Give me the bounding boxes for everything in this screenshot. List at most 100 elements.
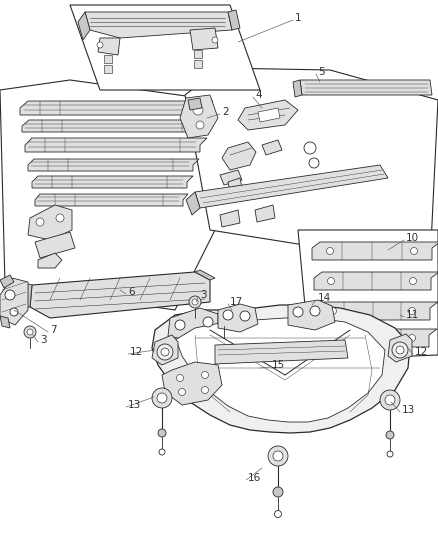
- Circle shape: [159, 449, 165, 455]
- Circle shape: [310, 306, 320, 316]
- Circle shape: [177, 375, 184, 382]
- Polygon shape: [298, 230, 438, 360]
- Circle shape: [268, 446, 288, 466]
- Polygon shape: [20, 282, 32, 308]
- Circle shape: [201, 372, 208, 378]
- Polygon shape: [222, 142, 256, 170]
- Circle shape: [152, 388, 172, 408]
- Polygon shape: [318, 329, 437, 347]
- Text: 10: 10: [406, 233, 419, 243]
- Text: 17: 17: [230, 297, 243, 307]
- Polygon shape: [194, 50, 202, 58]
- Circle shape: [223, 310, 233, 320]
- Circle shape: [157, 344, 173, 360]
- Text: 4: 4: [255, 90, 261, 100]
- Polygon shape: [316, 302, 438, 320]
- Circle shape: [273, 487, 283, 497]
- Text: 7: 7: [50, 325, 57, 335]
- Circle shape: [27, 329, 33, 335]
- Polygon shape: [314, 272, 438, 290]
- Circle shape: [409, 308, 416, 314]
- Polygon shape: [38, 253, 62, 268]
- Text: 12: 12: [415, 347, 428, 357]
- Circle shape: [201, 386, 208, 393]
- Text: 3: 3: [40, 335, 46, 345]
- Polygon shape: [195, 165, 388, 208]
- Circle shape: [328, 278, 335, 285]
- Circle shape: [56, 214, 64, 222]
- Text: 13: 13: [128, 400, 141, 410]
- Polygon shape: [255, 205, 275, 222]
- Text: 5: 5: [318, 67, 325, 77]
- Circle shape: [97, 42, 103, 48]
- Polygon shape: [35, 232, 75, 258]
- Circle shape: [410, 278, 417, 285]
- Circle shape: [24, 326, 36, 338]
- Circle shape: [387, 451, 393, 457]
- Polygon shape: [220, 210, 240, 227]
- Polygon shape: [152, 305, 410, 433]
- Polygon shape: [98, 38, 120, 55]
- Polygon shape: [78, 12, 90, 40]
- Circle shape: [309, 158, 319, 168]
- Polygon shape: [104, 55, 112, 63]
- Circle shape: [275, 511, 282, 518]
- Polygon shape: [228, 178, 242, 192]
- Circle shape: [386, 431, 394, 439]
- Circle shape: [385, 395, 395, 405]
- Circle shape: [10, 308, 18, 316]
- Polygon shape: [30, 272, 210, 318]
- Text: 3: 3: [200, 290, 207, 300]
- Polygon shape: [186, 192, 200, 215]
- Polygon shape: [288, 300, 335, 330]
- Polygon shape: [215, 340, 348, 364]
- Polygon shape: [152, 335, 178, 365]
- Circle shape: [409, 335, 416, 342]
- Text: 12: 12: [130, 347, 143, 357]
- Circle shape: [175, 320, 185, 330]
- Circle shape: [189, 296, 201, 308]
- Circle shape: [158, 429, 166, 437]
- Polygon shape: [25, 138, 207, 152]
- Circle shape: [179, 389, 186, 395]
- Polygon shape: [293, 80, 302, 97]
- Polygon shape: [0, 275, 14, 288]
- Circle shape: [410, 247, 417, 254]
- Text: 15: 15: [272, 360, 285, 370]
- Polygon shape: [300, 80, 432, 95]
- Polygon shape: [218, 304, 258, 332]
- Polygon shape: [258, 108, 280, 122]
- Polygon shape: [28, 159, 199, 171]
- Circle shape: [240, 311, 250, 321]
- Polygon shape: [0, 278, 28, 325]
- Text: 2: 2: [222, 107, 229, 117]
- Polygon shape: [175, 318, 385, 422]
- Circle shape: [380, 390, 400, 410]
- Circle shape: [396, 346, 404, 354]
- Polygon shape: [168, 308, 218, 342]
- Text: 14: 14: [318, 293, 331, 303]
- Polygon shape: [220, 170, 242, 185]
- Circle shape: [273, 451, 283, 461]
- Polygon shape: [104, 65, 112, 73]
- Polygon shape: [185, 68, 438, 265]
- Polygon shape: [190, 28, 218, 50]
- Polygon shape: [35, 194, 188, 206]
- Circle shape: [329, 308, 336, 314]
- Circle shape: [331, 335, 338, 342]
- Polygon shape: [28, 205, 72, 240]
- Circle shape: [161, 348, 169, 356]
- Polygon shape: [228, 10, 240, 30]
- Circle shape: [293, 307, 303, 317]
- Circle shape: [304, 142, 316, 154]
- Polygon shape: [22, 120, 209, 132]
- Polygon shape: [188, 98, 202, 110]
- Circle shape: [193, 105, 203, 115]
- Circle shape: [392, 342, 408, 358]
- Polygon shape: [162, 362, 222, 405]
- Circle shape: [5, 290, 15, 300]
- Polygon shape: [388, 334, 412, 362]
- Polygon shape: [0, 316, 10, 328]
- Polygon shape: [238, 100, 298, 130]
- Circle shape: [36, 218, 44, 226]
